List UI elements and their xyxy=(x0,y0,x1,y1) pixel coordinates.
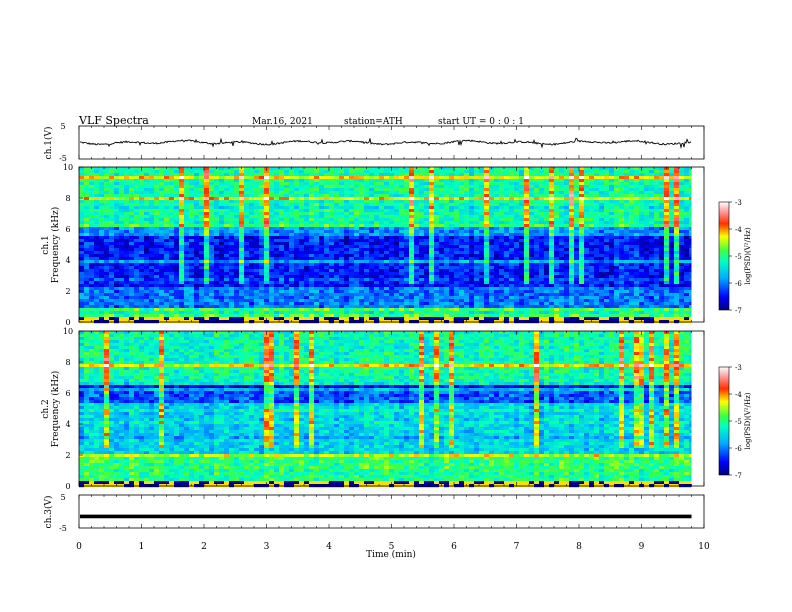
ch2-spectrogram-image xyxy=(79,331,692,488)
time-tick-label: 1 xyxy=(139,542,145,552)
time-axis-label: Time (min) xyxy=(366,549,416,560)
ch1-spectrogram-image xyxy=(79,167,692,324)
frequency-tick-label: 4 xyxy=(65,420,70,429)
ch1-ylabel: ch.1(V) xyxy=(43,127,54,160)
time-axis: 0 1 2 3 4 5 6 7 8 9 10 xyxy=(76,542,710,552)
time-tick-label: 4 xyxy=(326,542,332,552)
frequency-tick-label: 6 xyxy=(65,225,70,234)
frequency-tick-label: 2 xyxy=(65,451,70,460)
colorbar-tick-label: -7 xyxy=(735,307,742,315)
figure-title: VLF Spectra xyxy=(78,114,149,127)
time-tick-label: 0 xyxy=(76,542,82,552)
ch1-ytick-top: 5 xyxy=(60,122,65,131)
time-tick-label: 6 xyxy=(451,542,457,552)
ch1-waveform-ticks xyxy=(78,126,705,159)
ch1-ytick-bottom: -5 xyxy=(59,154,67,163)
colorbar-tick-label: -5 xyxy=(735,418,742,426)
colorbar-tick-label: -3 xyxy=(735,199,742,207)
colorbar-tick-label: -4 xyxy=(735,226,742,234)
frequency-tick-label: 0 xyxy=(65,482,70,491)
ch3-ylabel: ch.3(V) xyxy=(43,496,54,529)
colorbar-tick-label: -7 xyxy=(735,472,742,480)
colorbar-tick-label: -4 xyxy=(735,391,742,399)
ch2-colorbar: -3 -4 -5 -6 -7 log(PSD)(V²/Hz) xyxy=(718,364,752,480)
ch1-colorbar: -3 -4 -5 -6 -7 log(PSD)(V²/Hz) xyxy=(718,199,752,315)
time-tick-label: 2 xyxy=(201,542,207,552)
frequency-tick-label: 8 xyxy=(65,358,70,367)
colorbar-tick-label: -6 xyxy=(735,280,742,288)
ch2-spectrogram-panel: 0 2 4 6 8 10 ch.2 Frequency (kHz) xyxy=(41,327,705,491)
frequency-tick-label: 0 xyxy=(65,318,70,327)
frequency-tick-label: 10 xyxy=(63,327,73,336)
header-date: Mar.16, 2021 xyxy=(252,117,313,127)
ch3-waveform-panel: 5 -5 ch.3(V) xyxy=(43,493,705,533)
header-station: station=ATH xyxy=(344,117,403,127)
frequency-tick-label: 6 xyxy=(65,389,70,398)
ch1-spectrogram-panel: 0 2 4 6 8 10 ch.1 Frequency (kHz) xyxy=(41,163,705,327)
time-tick-label: 9 xyxy=(639,542,645,552)
ch1-waveform-panel: 5 -5 ch.1(V) xyxy=(43,122,705,163)
ch1-spec-ylabel-frequency: Frequency (kHz) xyxy=(50,207,61,284)
frequency-tick-label: 8 xyxy=(65,194,70,203)
ch2-spec-ylabel-channel: ch.2 xyxy=(41,399,51,418)
ch3-ytick-top: 5 xyxy=(60,493,65,502)
time-tick-label: 10 xyxy=(698,542,710,552)
ch2-spec-ylabel-frequency: Frequency (kHz) xyxy=(50,371,61,448)
ch1-waveform-line xyxy=(79,137,692,150)
header-start-time: start UT = 0 : 0 : 1 xyxy=(438,117,524,127)
colorbar-tick-label: -6 xyxy=(735,445,742,453)
time-tick-label: 5 xyxy=(389,542,395,552)
ch3-ytick-bottom: -5 xyxy=(59,524,67,533)
frequency-tick-label: 2 xyxy=(65,287,70,296)
ch2-colorbar-label: log(PSD)(V²/Hz) xyxy=(744,392,752,449)
ch1-spec-ylabel-channel: ch.1 xyxy=(41,235,51,254)
time-tick-label: 7 xyxy=(514,542,520,552)
frequency-tick-label: 10 xyxy=(63,163,73,172)
time-tick-label: 3 xyxy=(264,542,270,552)
ch1-colorbar-label: log(PSD)(V²/Hz) xyxy=(744,227,752,284)
colorbar-tick-label: -5 xyxy=(735,253,742,261)
time-tick-label: 8 xyxy=(576,542,582,552)
colorbar-tick-label: -3 xyxy=(735,364,742,372)
frequency-tick-label: 4 xyxy=(65,256,70,265)
